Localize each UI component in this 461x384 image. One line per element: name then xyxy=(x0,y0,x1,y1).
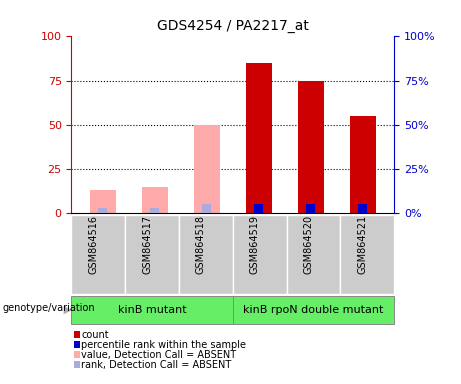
Bar xyxy=(90,190,116,213)
Bar xyxy=(350,116,376,213)
Text: GSM864519: GSM864519 xyxy=(250,215,260,274)
Bar xyxy=(98,208,107,213)
Bar xyxy=(298,81,324,213)
Bar xyxy=(202,204,211,213)
Text: rank, Detection Call = ABSENT: rank, Detection Call = ABSENT xyxy=(81,360,231,370)
Bar xyxy=(358,204,367,213)
Bar xyxy=(194,125,220,213)
Text: GSM864516: GSM864516 xyxy=(89,215,98,274)
Bar xyxy=(306,204,315,213)
Text: GSM864521: GSM864521 xyxy=(357,215,367,274)
Text: genotype/variation: genotype/variation xyxy=(2,303,95,313)
Text: count: count xyxy=(81,330,109,340)
Bar xyxy=(246,63,272,213)
Text: GSM864518: GSM864518 xyxy=(196,215,206,274)
Text: GSM864520: GSM864520 xyxy=(303,215,313,274)
Bar xyxy=(254,204,263,213)
Text: kinB rpoN double mutant: kinB rpoN double mutant xyxy=(243,305,384,315)
Text: value, Detection Call = ABSENT: value, Detection Call = ABSENT xyxy=(81,350,236,360)
Title: GDS4254 / PA2217_at: GDS4254 / PA2217_at xyxy=(157,19,309,33)
Text: GSM864517: GSM864517 xyxy=(142,215,152,274)
Text: percentile rank within the sample: percentile rank within the sample xyxy=(81,340,246,350)
Bar xyxy=(150,208,160,213)
Text: kinB mutant: kinB mutant xyxy=(118,305,186,315)
Bar xyxy=(142,187,168,213)
